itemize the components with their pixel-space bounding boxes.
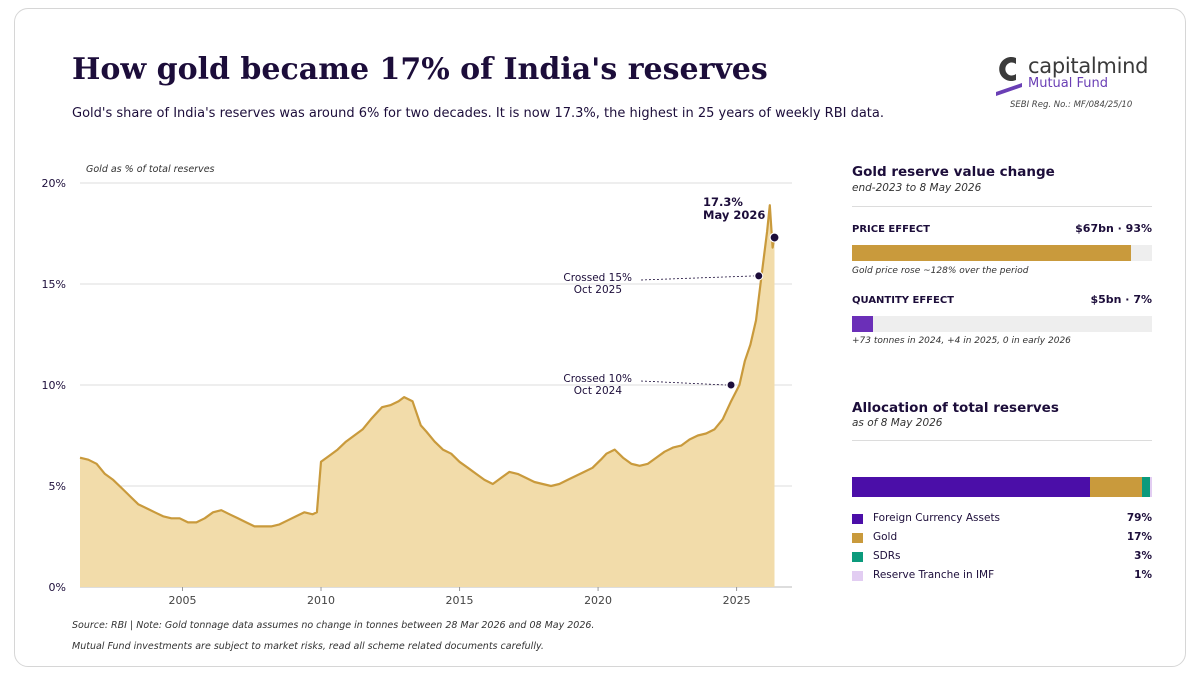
price-effect-bar-fill [852,245,1131,261]
annotation-label: Crossed 15% [563,272,632,284]
brand-mark-icon [996,57,1022,96]
gold-share-chart: Gold as % of total reserves Crossed 10%O… [42,164,792,607]
legend-label: Reserve Tranche in IMF [873,569,995,581]
annotation-leader [640,275,754,281]
legend-item: Reserve Tranche in IMF 1% [852,569,1152,583]
price-effect-value: $67bn · 93% [1075,222,1152,235]
brand-name: capitalmind [1028,54,1149,78]
annotation-point [754,271,764,281]
divider [852,206,1152,207]
brand-subname: Mutual Fund [1028,76,1108,91]
legend-percent: 17% [1126,531,1152,543]
x-tick-label: 2025 [723,594,751,607]
quantity-effect-bar-fill [852,316,873,332]
allocation-segment [1141,477,1150,497]
allocation-segment [1149,477,1152,497]
y-tick-label: 5% [49,480,66,493]
legend-item: Foreign Currency Assets 79% [852,512,1152,526]
legend-swatch [852,571,863,581]
brand-logo: capitalmind Mutual Fund SEBI Reg. No.: M… [994,54,1159,114]
price-effect-note: Gold price rose ~128% over the period [852,266,1029,276]
quantity-effect-label: QUANTITY EFFECT [852,295,954,306]
quantity-effect-value: $5bn · 7% [1090,293,1152,306]
annotation-leader [640,380,727,386]
price-effect-label: PRICE EFFECT [852,224,930,235]
price-effect-bar [852,245,1152,261]
latest-point [769,232,780,243]
legend-label: Gold [873,531,898,543]
legend-item: SDRs 3% [852,550,1152,564]
legend-percent: 79% [1126,512,1152,524]
x-tick-label: 2015 [446,594,474,607]
gold-share-area [80,205,775,587]
allocation-subtitle: as of 8 May 2026 [852,417,943,429]
latest-date-label: May 2026 [703,208,765,222]
divider [852,440,1152,441]
y-axis-label: Gold as % of total reserves [86,164,215,175]
value-change-title: Gold reserve value change [852,164,1055,180]
allocation-segment [852,477,1090,497]
annotation-date: Oct 2024 [574,385,623,397]
gold-share-line [79,204,776,528]
annotation-date: Oct 2025 [574,284,622,296]
latest-value-label: 17.3% [703,195,743,209]
annotation-point [726,380,736,390]
y-tick-label: 0% [49,581,66,594]
allocation-title: Allocation of total reserves [852,400,1059,416]
legend-swatch [852,533,863,543]
legend-item: Gold 17% [852,531,1152,545]
quantity-effect-bar [852,316,1152,332]
footer-disclaimer: Mutual Fund investments are subject to m… [72,641,544,652]
allocation-segment [1089,477,1142,497]
quantity-effect-note: +73 tonnes in 2024, +4 in 2025, 0 in ear… [852,336,1071,346]
annotation-label: Crossed 10% [563,373,632,385]
page-subtitle: Gold's share of India's reserves was aro… [72,106,884,121]
value-change-subtitle: end-2023 to 8 May 2026 [852,182,982,194]
x-tick-label: 2010 [307,594,335,607]
legend-swatch [852,514,863,524]
allocation-stacked-bar [852,477,1152,497]
legend-swatch [852,552,863,562]
x-tick-label: 2020 [584,594,612,607]
legend-label: Foreign Currency Assets [873,512,1001,524]
legend-label: SDRs [873,550,901,562]
y-tick-label: 20% [42,177,66,190]
y-tick-label: 15% [42,278,66,291]
legend-percent: 3% [1134,550,1152,562]
x-tick-label: 2005 [169,594,197,607]
footer-source: Source: RBI | Note: Gold tonnage data as… [72,620,595,631]
brand-registration: SEBI Reg. No.: MF/084/25/10 [1010,100,1133,110]
legend-percent: 1% [1134,569,1152,581]
page-title: How gold became 17% of India's reserves [72,52,768,87]
y-tick-label: 10% [42,379,66,392]
